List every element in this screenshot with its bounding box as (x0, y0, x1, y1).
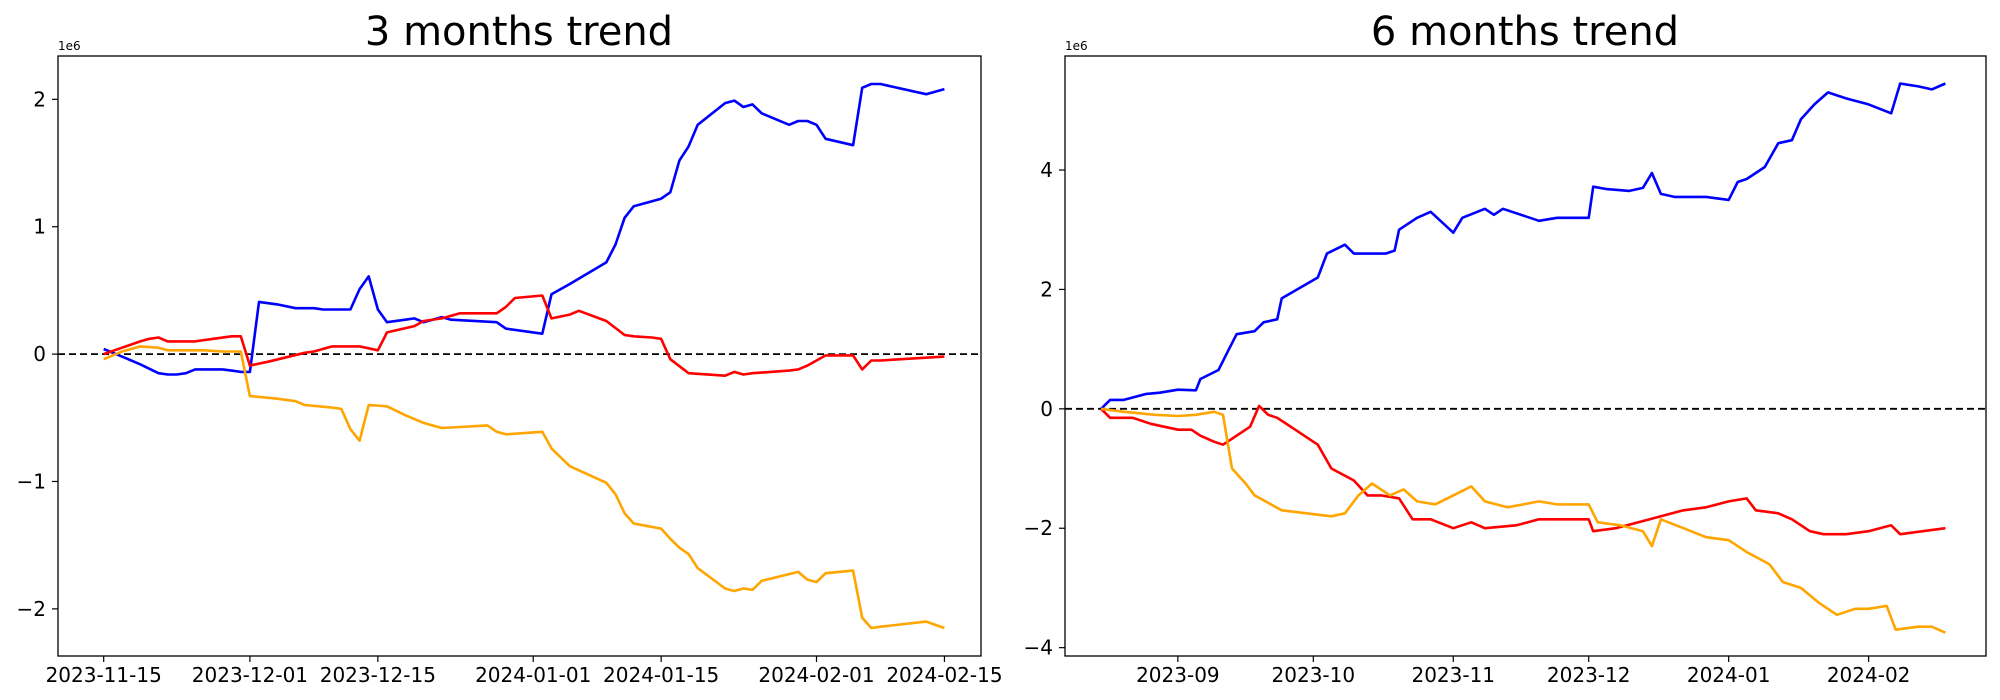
chart-title: 6 months trend (1371, 9, 1679, 55)
y-axis-ticks: −4 −2 0 2 4 (1024, 158, 1065, 660)
y-axis-scale-label: 1e6 (1065, 39, 1088, 53)
x-tick-label: 2023-12 (1547, 663, 1631, 687)
series-group (1100, 82, 1946, 634)
x-axis-ticks: 2023-11-15 2023-12-01 2023-12-15 2024-01-01… (46, 656, 1003, 687)
y-tick-label: 1 (33, 215, 46, 239)
y-tick-label: 4 (1040, 158, 1053, 182)
y-tick-label: 0 (1040, 397, 1053, 421)
chart-3-months: 3 months trend 1e6 2023-11-15 2023-12-01 2… (17, 9, 1003, 687)
x-tick-label: 2024-01-01 (475, 663, 591, 687)
plot-frame (57, 55, 982, 657)
x-tick-label: 2023-11-15 (46, 663, 162, 687)
x-tick-label: 2023-09 (1136, 663, 1220, 687)
y-tick-label: −1 (17, 469, 46, 493)
series-group (103, 82, 945, 630)
chart-title: 3 months trend (365, 9, 673, 55)
x-tick-label: 2024-01-15 (603, 663, 719, 687)
y-tick-label: 0 (33, 342, 46, 366)
series-line-1 (103, 294, 945, 377)
x-tick-label: 2023-12-15 (320, 663, 436, 687)
x-tick-label: 2024-01 (1687, 663, 1771, 687)
x-tick-label: 2024-02 (1827, 663, 1911, 687)
x-tick-label: 2023-11 (1411, 663, 1495, 687)
x-tick-label: 2024-02-01 (758, 663, 874, 687)
x-axis-ticks: 2023-09 2023-10 2023-11 2023-12 2024-01 2024-… (1136, 656, 1910, 687)
y-tick-label: −4 (1024, 636, 1053, 660)
y-axis-scale-label: 1e6 (58, 39, 81, 53)
x-tick-label: 2023-12-01 (192, 663, 308, 687)
plot-frame (1064, 55, 1987, 657)
x-tick-label: 2024-02-15 (886, 663, 1002, 687)
series-line-0 (103, 82, 945, 376)
series-line-0 (1100, 82, 1946, 410)
y-tick-label: −2 (1024, 516, 1053, 540)
series-line-1 (1100, 404, 1946, 536)
series-line-2 (1100, 407, 1946, 634)
x-tick-label: 2023-10 (1272, 663, 1356, 687)
y-tick-label: −2 (17, 597, 46, 621)
y-tick-label: 2 (33, 87, 46, 111)
chart-6-months: 6 months trend 1e6 2023-09 2023-10 2023-11… (1024, 9, 1987, 687)
y-axis-ticks: −2 −1 0 1 2 (17, 87, 58, 621)
y-tick-label: 2 (1040, 277, 1053, 301)
series-line-2 (103, 345, 945, 630)
